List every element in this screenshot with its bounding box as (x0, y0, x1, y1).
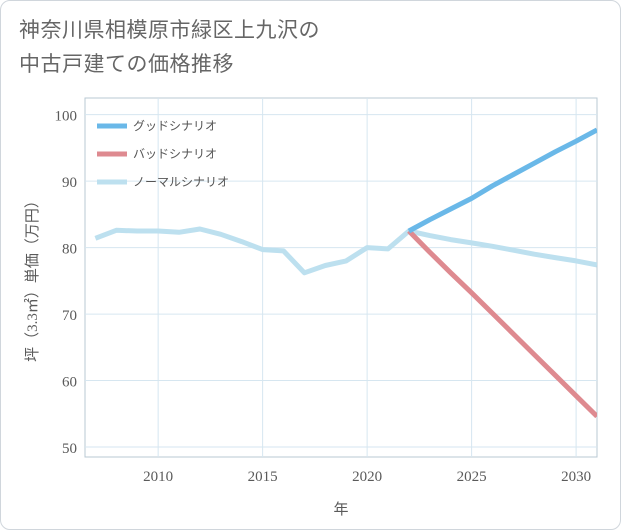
chart-title-line-1: 神奈川県相模原市緑区上九沢の (19, 18, 320, 42)
y-axis-label: 坪（3.3㎡）単価（万円） (24, 193, 41, 362)
y-tick-label: 60 (62, 375, 77, 391)
chart-title-line-2: 中古戸建ての価格推移 (19, 52, 234, 76)
series-line-normal (94, 226, 597, 276)
x-tick-label: 2010 (143, 469, 173, 485)
chart-title: 神奈川県相模原市緑区上九沢の 中古戸建ての価格推移 (19, 13, 439, 81)
y-tick-label: 50 (62, 441, 77, 457)
legend-normal-label: ノーマルシナリオ (133, 175, 229, 189)
y-tick-label: 70 (62, 308, 77, 324)
x-tick-label: 2020 (352, 469, 382, 485)
x-tick-label: 2030 (561, 469, 591, 485)
y-tick-label: 90 (62, 175, 77, 191)
y-tick-label: 80 (62, 242, 77, 258)
x-tick-label: 2015 (248, 469, 278, 485)
x-tick-label: 2025 (457, 469, 487, 485)
legend-good-label: グッドシナリオ (133, 119, 217, 133)
legend-bad-label: バッドシナリオ (133, 147, 217, 161)
y-tick-label: 100 (55, 109, 78, 125)
series-line-good (407, 127, 597, 234)
series-line-bad (407, 229, 597, 419)
plot-area (84, 97, 598, 458)
x-axis-label: 年 (333, 501, 348, 518)
